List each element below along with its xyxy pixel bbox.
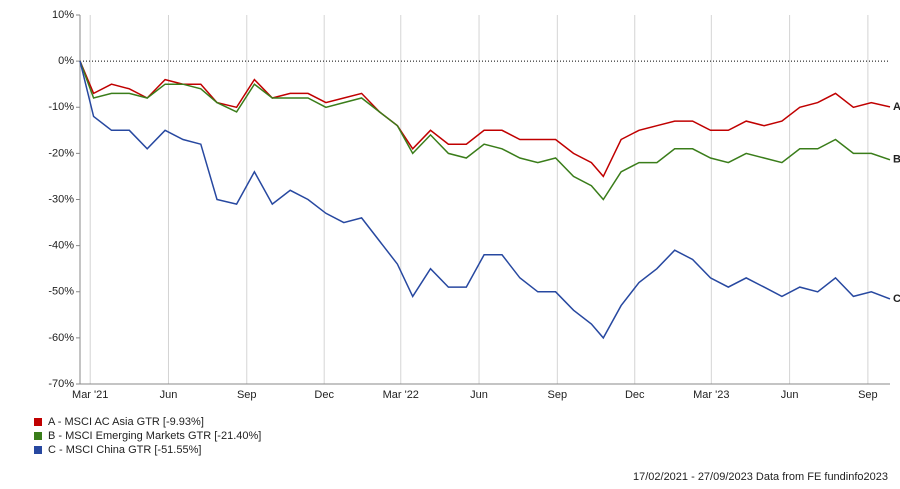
x-tick-label: Sep bbox=[858, 389, 878, 401]
x-tick-label: Sep bbox=[237, 389, 257, 401]
series-line bbox=[79, 60, 891, 340]
y-tick-label: -50% bbox=[48, 286, 74, 298]
y-tick-label: 10% bbox=[52, 9, 74, 21]
legend-swatch bbox=[34, 432, 42, 440]
footer: 17/02/2021 - 27/09/2023 Data from FE fun… bbox=[633, 471, 888, 483]
y-tick-label: -10% bbox=[48, 101, 74, 113]
x-tick-label: Dec bbox=[625, 389, 645, 401]
y-tick-label: -70% bbox=[48, 378, 74, 390]
series-line bbox=[79, 60, 891, 178]
end-label: C bbox=[893, 293, 900, 305]
end-label: B bbox=[893, 154, 900, 166]
legend-swatch bbox=[34, 446, 42, 454]
series-line bbox=[79, 60, 891, 201]
y-tick-label: -30% bbox=[48, 193, 74, 205]
x-tick-label: Jun bbox=[781, 389, 799, 401]
x-tick-label: Mar '22 bbox=[383, 389, 419, 401]
y-tick-label: 0% bbox=[58, 55, 74, 67]
x-tick-label: Jun bbox=[160, 389, 178, 401]
x-tick-label: Sep bbox=[548, 389, 568, 401]
x-tick-label: Mar '23 bbox=[693, 389, 729, 401]
y-tick-label: -60% bbox=[48, 332, 74, 344]
y-tick-label: -40% bbox=[48, 240, 74, 252]
legend-label: A - MSCI AC Asia GTR [-9.93%] bbox=[48, 416, 204, 428]
legend-label: B - MSCI Emerging Markets GTR [-21.40%] bbox=[48, 430, 261, 442]
x-tick-label: Dec bbox=[314, 389, 334, 401]
x-tick-label: Jun bbox=[470, 389, 488, 401]
x-tick-label: Mar '21 bbox=[72, 389, 108, 401]
end-label: A bbox=[893, 101, 900, 113]
y-tick-label: -20% bbox=[48, 147, 74, 159]
legend-label: C - MSCI China GTR [-51.55%] bbox=[48, 444, 201, 456]
legend-swatch bbox=[34, 418, 42, 426]
